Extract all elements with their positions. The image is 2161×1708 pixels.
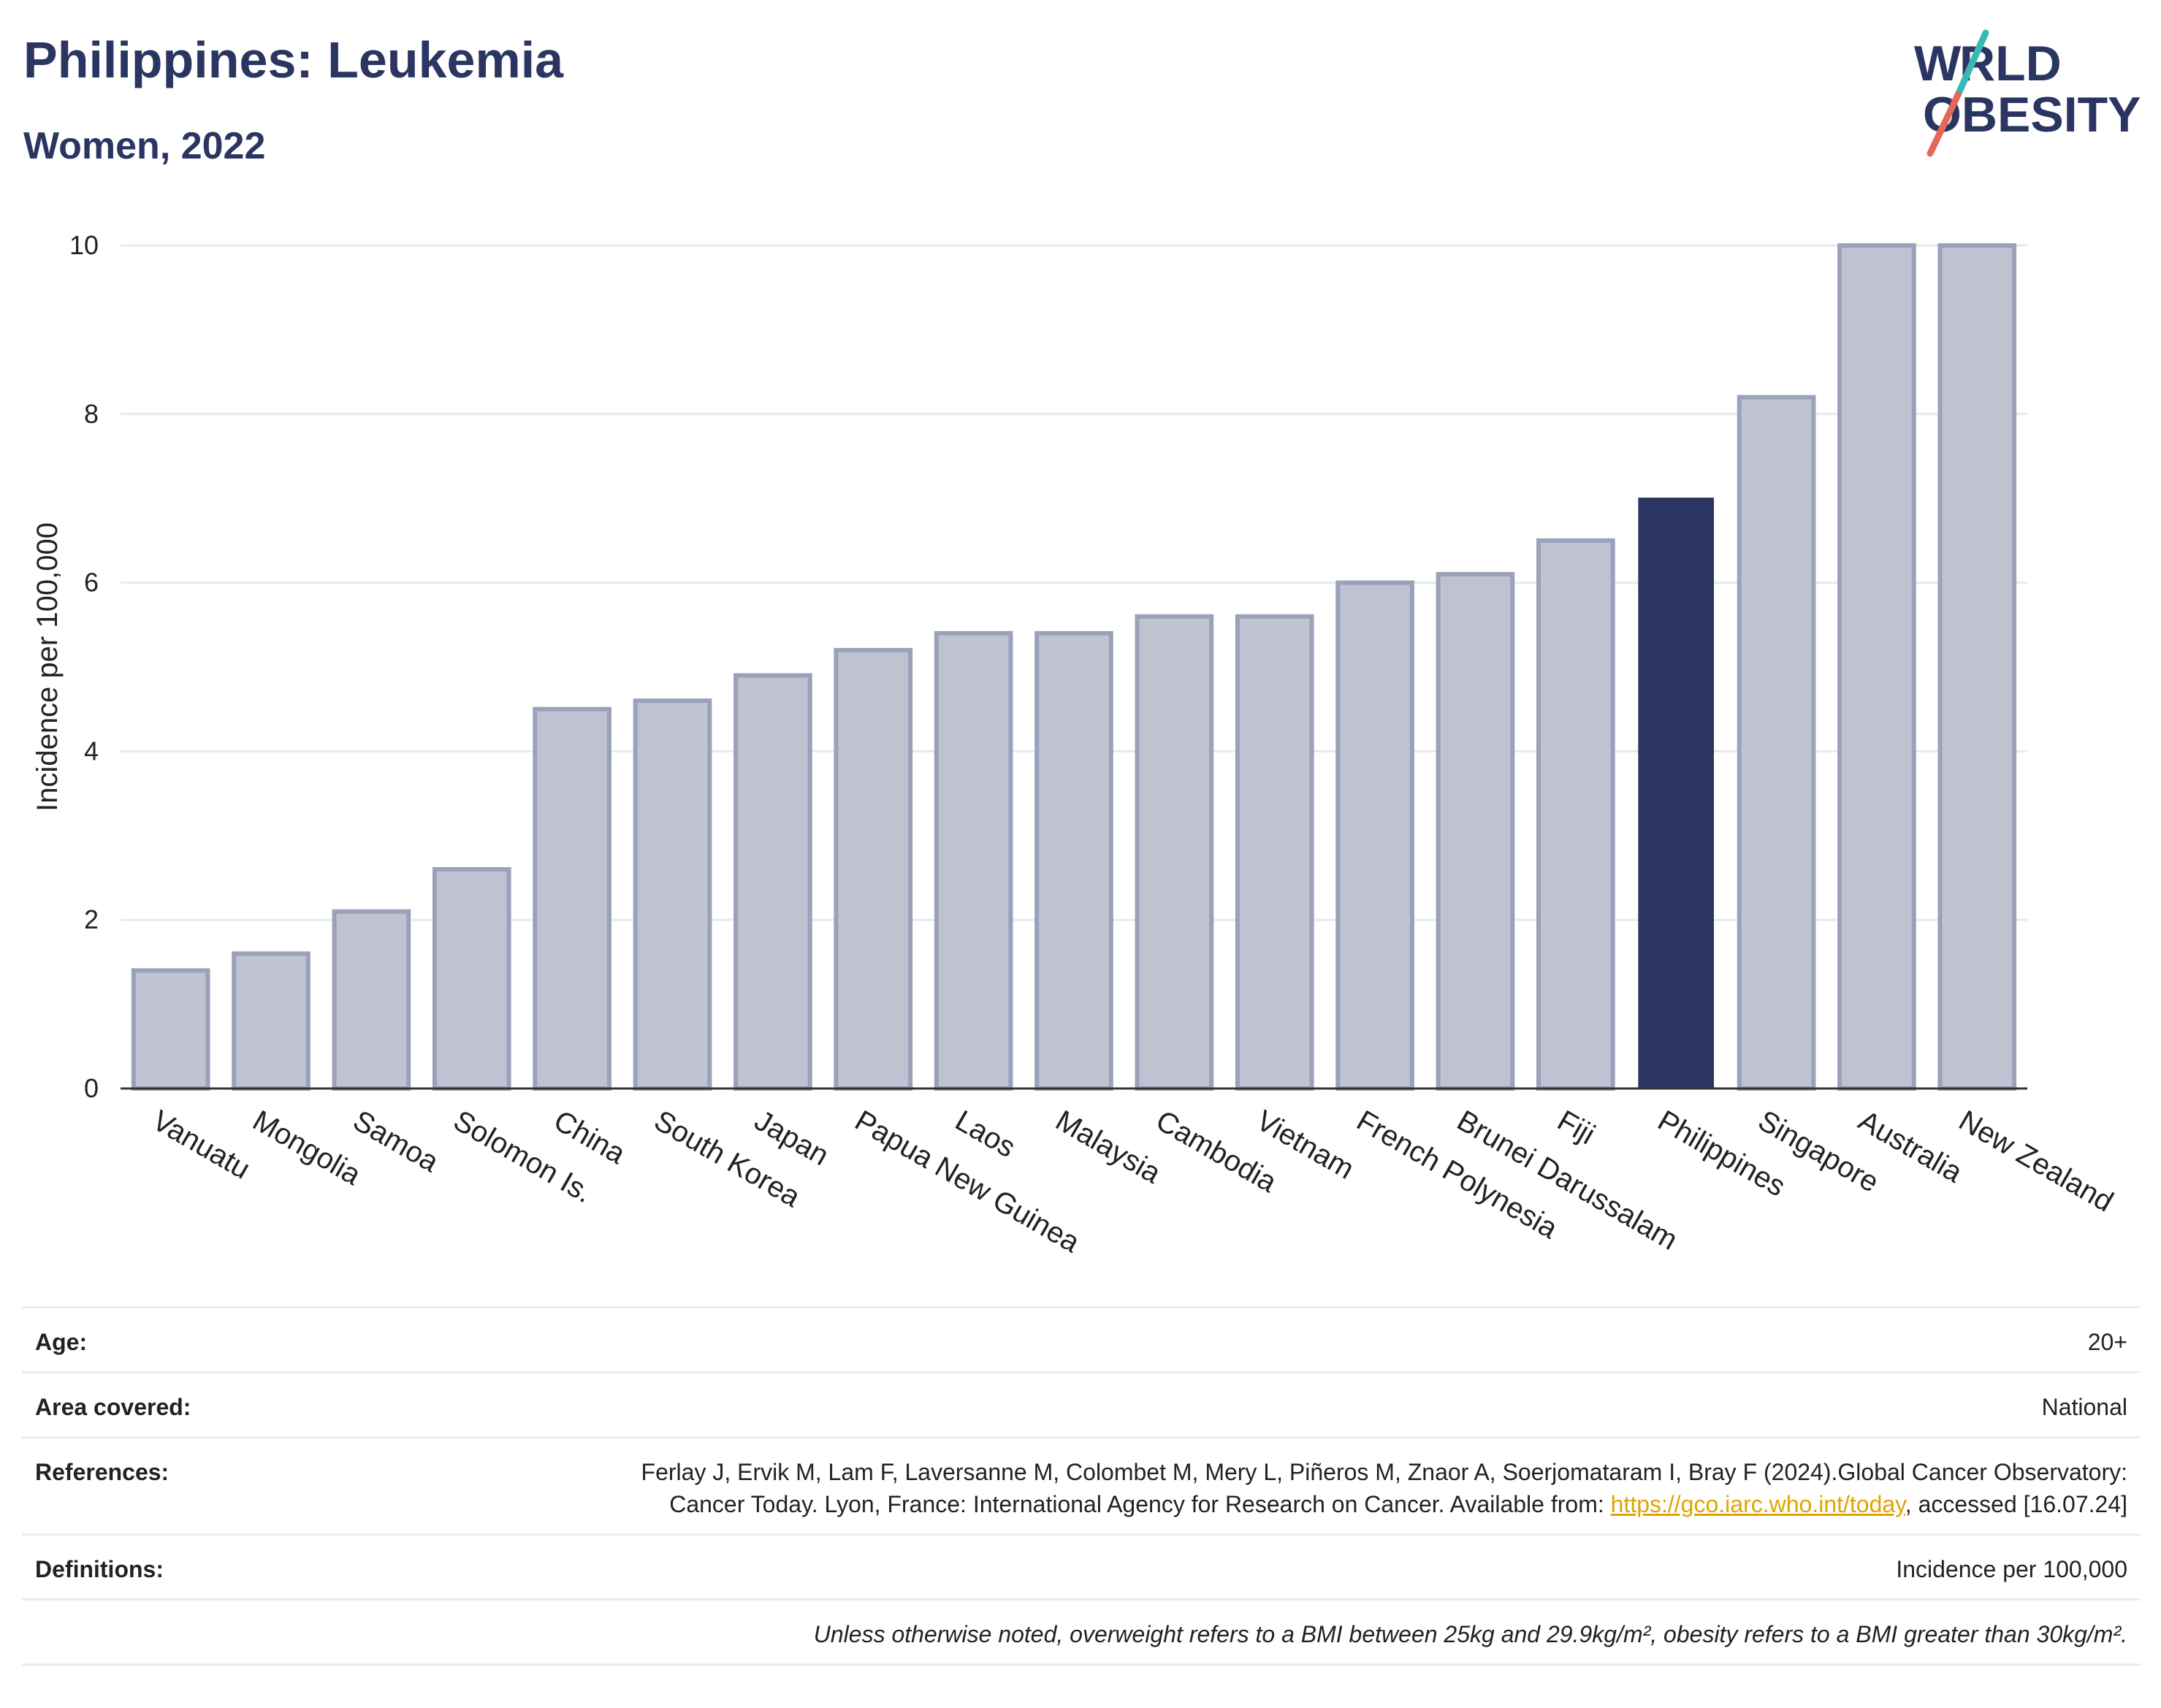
references-text: Ferlay J, Ervik M, Lam F, Laversanne M, … <box>641 1459 2127 1517</box>
bar-malaysia <box>1034 630 1113 1091</box>
y-axis-label: Incidence per 100,000 <box>31 522 64 812</box>
bar-japan <box>733 673 812 1091</box>
page-title: Philippines: Leukemia <box>23 31 564 88</box>
x-tick-label: Vanuatu <box>147 1105 255 1186</box>
definitions-label: Definitions: <box>35 1556 164 1582</box>
info-row-references: References: Ferlay J, Ervik M, Lam F, La… <box>22 1436 2141 1533</box>
bar-singapore <box>1737 394 1816 1091</box>
bar-mongolia <box>232 951 310 1091</box>
area-label: Area covered: <box>35 1394 191 1420</box>
x-tick-label: Laos <box>950 1105 1021 1164</box>
references-label: References: <box>35 1459 169 1485</box>
bar-china <box>533 706 611 1091</box>
info-row-area: Area covered: National <box>22 1371 2141 1436</box>
bar-vanuatu <box>131 968 210 1091</box>
y-tick-label: 4 <box>84 736 99 766</box>
y-tick-label: 6 <box>84 568 99 598</box>
x-tick-label: Malaysia <box>1051 1105 1167 1190</box>
bar-new-zealand <box>1937 243 2017 1091</box>
bar-brunei-darussalam <box>1436 572 1515 1091</box>
definitions-value: Incidence per 100,000 <box>1896 1556 2127 1582</box>
info-table: Age: 20+ Area covered: National Referenc… <box>22 1306 2141 1666</box>
y-tick-label: 10 <box>69 230 99 260</box>
x-tick-label: Mongolia <box>248 1105 367 1192</box>
age-value: 20+ <box>2087 1329 2127 1355</box>
info-row-definitions: Definitions: Incidence per 100,000 <box>22 1533 2141 1598</box>
bar-philippines <box>1638 497 1715 1089</box>
bar-vietnam <box>1235 614 1314 1091</box>
y-tick-label: 0 <box>84 1073 99 1103</box>
x-tick-label: New Zealand <box>1954 1105 2119 1219</box>
references-link[interactable]: https://gco.iarc.who.int/today <box>1610 1491 1905 1517</box>
references-accessed: , accessed [16.07.24] <box>1905 1491 2127 1517</box>
world-obesity-logo: W RLD OBESITY <box>1914 29 2141 157</box>
bar-chart: 0 2 4 6 8 10 Incidence per 100,000 VanuatuMongo… <box>31 230 2119 1259</box>
svg-text:RLD: RLD <box>1959 36 2062 91</box>
bar-laos <box>934 630 1013 1091</box>
bar-south-korea <box>633 698 712 1091</box>
bar-samoa <box>332 909 411 1091</box>
y-tick-label: 8 <box>84 399 99 429</box>
x-tick-label: Fiji <box>1552 1105 1600 1151</box>
svg-text:W: W <box>1914 36 1962 91</box>
bar-solomon-is- <box>432 866 511 1091</box>
info-row-note: Unless otherwise noted, overweight refer… <box>22 1598 2141 1666</box>
y-tick-label: 2 <box>84 904 99 934</box>
bar-fiji <box>1536 538 1615 1091</box>
bar-cambodia <box>1135 614 1214 1091</box>
references-value: Ferlay J, Ervik M, Lam F, Laversanne M, … <box>593 1456 2127 1520</box>
bar-papua-new-guinea <box>834 647 913 1091</box>
area-value: National <box>2041 1394 2127 1420</box>
bar-french-polynesia <box>1335 580 1414 1091</box>
page-subtitle: Women, 2022 <box>23 125 266 167</box>
age-label: Age: <box>35 1329 88 1355</box>
info-row-age: Age: 20+ <box>22 1306 2141 1371</box>
bmi-note: Unless otherwise noted, overweight refer… <box>813 1621 2127 1647</box>
bar-australia <box>1837 243 1916 1091</box>
